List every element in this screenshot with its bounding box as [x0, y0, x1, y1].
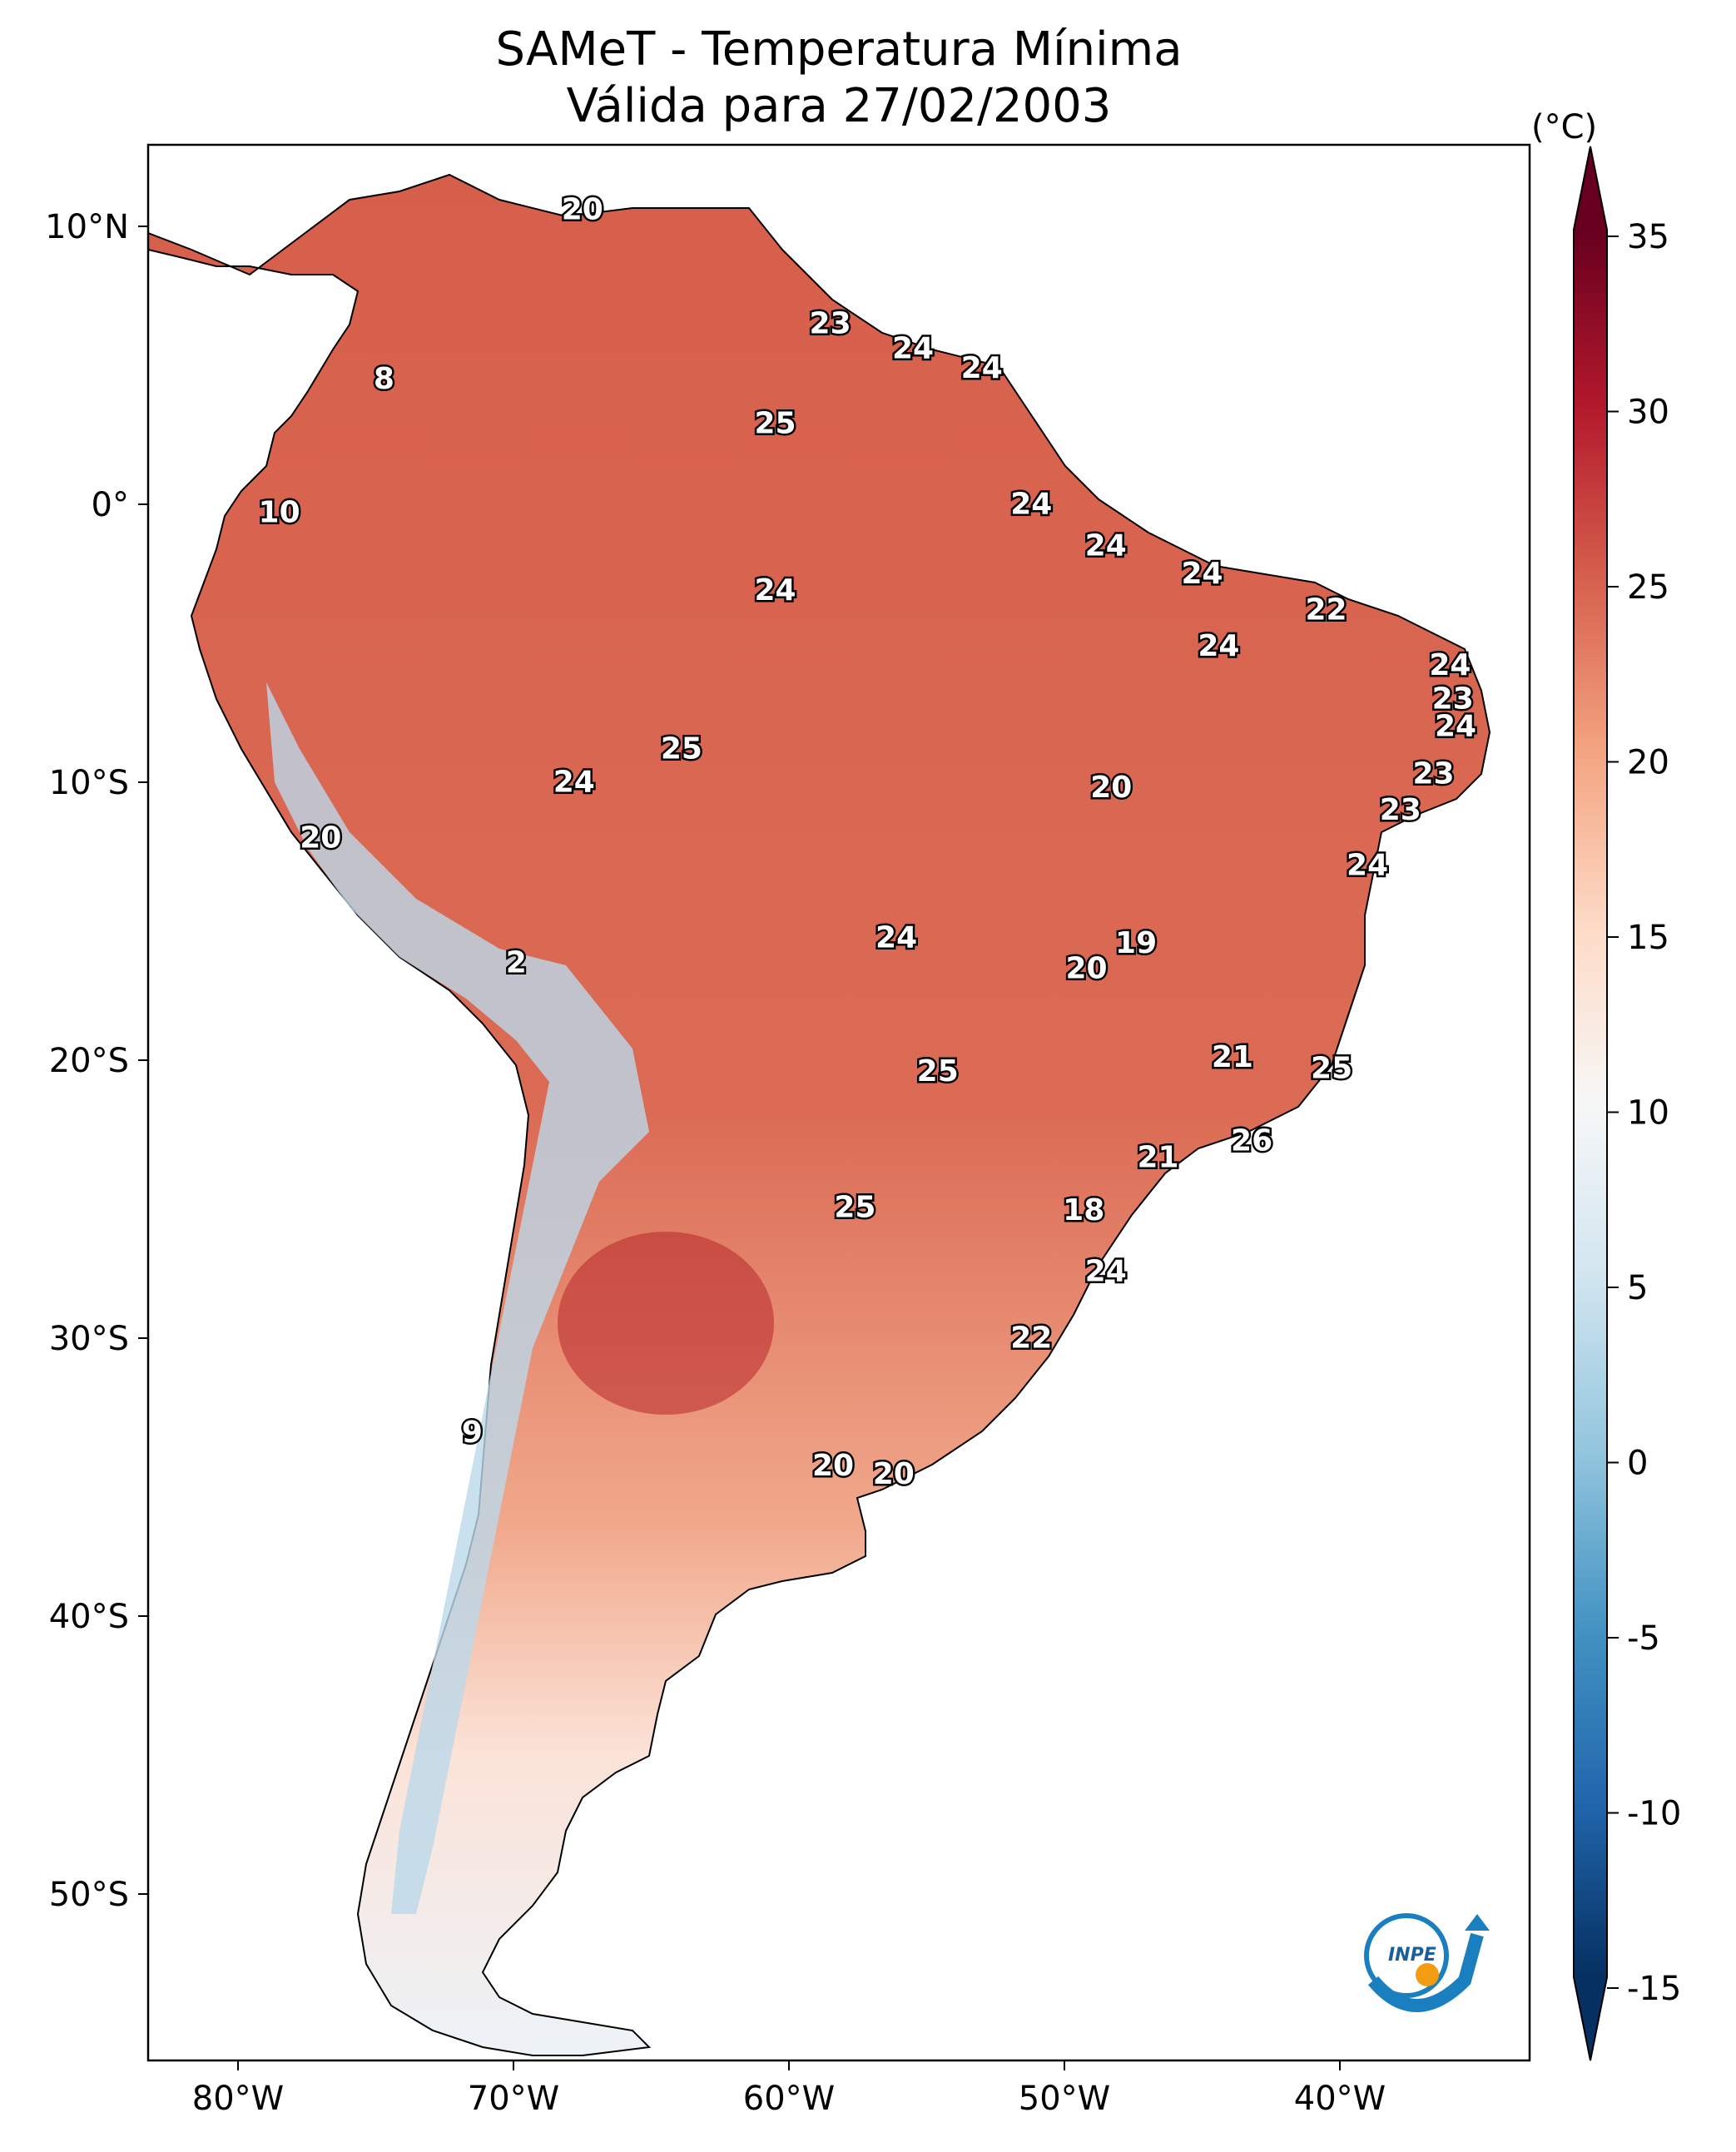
lat-tick-50s: 50°S — [49, 1876, 129, 1914]
station-value-label: 24 — [1347, 849, 1388, 883]
station-value-label: 24 — [1085, 529, 1127, 563]
map-title: SAMeT - Temperatura Mínima — [495, 22, 1183, 77]
colorbar-tick-label: -10 — [1627, 1795, 1681, 1833]
colorbar-min-arrow — [1574, 1977, 1607, 2060]
station-value-label: 24 — [961, 351, 1003, 385]
station-value-label: 23 — [810, 306, 851, 340]
station-value-label: 8 — [374, 362, 394, 396]
station-value-label: 24 — [1181, 557, 1223, 591]
station-value-label: 23 — [1412, 757, 1454, 791]
lon-tick-60w: 60°W — [743, 2080, 835, 2118]
station-value-label: 25 — [754, 407, 796, 441]
station-value-label: 24 — [553, 766, 595, 800]
colorbar-tick-label: 0 — [1627, 1445, 1648, 1483]
lon-tick-40w: 40°W — [1294, 2080, 1386, 2118]
latitude-axis: 10°N 0° 10°S 20°S 30°S 40°S 50°S — [45, 208, 148, 1914]
station-value-label: 24 — [1198, 629, 1239, 663]
logo-text: INPE — [1388, 1945, 1436, 1966]
lat-tick-40s: 40°S — [49, 1598, 129, 1636]
station-value-label: 10 — [259, 496, 300, 530]
station-value-label: 24 — [754, 573, 796, 607]
andes-cold-zone — [266, 682, 649, 1914]
station-value-label: 25 — [917, 1054, 959, 1088]
colorbar-tick-label: -15 — [1627, 1970, 1681, 2008]
station-value-label: 24 — [875, 921, 917, 955]
colorbar-gradient — [1574, 230, 1607, 1977]
station-value-label: 25 — [834, 1191, 875, 1225]
station-value-label: 24 — [892, 332, 934, 366]
lon-tick-70w: 70°W — [468, 2080, 559, 2118]
longitude-axis: 80°W 70°W 60°W 50°W 40°W — [192, 2060, 1386, 2118]
station-value-label: 19 — [1115, 926, 1157, 960]
lat-tick-10s: 10°S — [49, 764, 129, 802]
station-value-label: 21 — [1212, 1040, 1253, 1074]
station-value-label: 9 — [462, 1416, 483, 1450]
station-value-label: 22 — [1010, 1321, 1052, 1356]
colorbar-tick-label: 35 — [1627, 218, 1669, 256]
station-value-label: 23 — [1380, 793, 1421, 827]
station-value-label: 20 — [300, 821, 341, 855]
colorbar-tick-label: -5 — [1627, 1619, 1660, 1658]
colorbar-tick-label: 30 — [1627, 394, 1669, 432]
station-value-label: 20 — [1065, 951, 1107, 985]
colorbar-tick-label: 25 — [1627, 568, 1669, 607]
map-border — [146, 143, 1531, 2062]
lat-tick-20s: 20°S — [49, 1042, 129, 1080]
lon-tick-80w: 80°W — [192, 2080, 284, 2118]
station-value-label: 20 — [873, 1457, 915, 1491]
station-value-label: 22 — [1305, 593, 1347, 627]
hot-zone — [558, 1232, 774, 1415]
station-value-label: 26 — [1231, 1123, 1272, 1158]
lat-tick-10n: 10°N — [45, 208, 129, 246]
station-value-label: 21 — [1137, 1140, 1178, 1174]
station-value-label: 24 — [1010, 488, 1052, 522]
map-subtitle: Válida para 27/02/2003 — [566, 79, 1112, 133]
station-value-label: 25 — [1311, 1052, 1352, 1086]
colorbar-tick-label: 5 — [1627, 1269, 1648, 1307]
station-value-label: 20 — [1090, 771, 1132, 805]
station-value-label: 20 — [812, 1449, 854, 1483]
colorbar-unit-label: (°C) — [1531, 108, 1598, 146]
lat-tick-30s: 30°S — [49, 1320, 129, 1358]
station-value-label: 25 — [661, 731, 702, 766]
lon-tick-50w: 50°W — [1019, 2080, 1110, 2118]
inpe-logo-icon: INPE — [1364, 1913, 1490, 2012]
station-value-label: 2 — [506, 946, 527, 980]
colorbar-tick-label: 15 — [1627, 919, 1669, 957]
station-value-label: 18 — [1063, 1193, 1104, 1227]
station-value-label: 24 — [1429, 648, 1471, 682]
colorbar: 35 30 25 20 15 10 5 0 -5 -10 -15 — [1573, 146, 1681, 2061]
colorbar-tick-label: 20 — [1627, 744, 1669, 782]
colorbar-max-arrow — [1574, 146, 1607, 230]
lat-tick-0: 0° — [92, 486, 129, 524]
station-value-label: 20 — [562, 193, 603, 227]
station-value-label: 24 — [1435, 710, 1476, 744]
station-value-label: 24 — [1085, 1254, 1127, 1288]
station-value-label: 23 — [1432, 682, 1474, 716]
colorbar-tick-label: 10 — [1627, 1094, 1669, 1133]
